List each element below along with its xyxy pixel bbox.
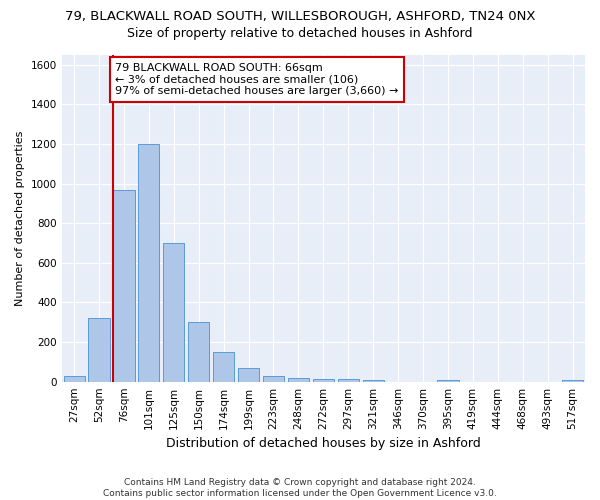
- Bar: [163, 243, 184, 382]
- X-axis label: Distribution of detached houses by size in Ashford: Distribution of detached houses by size …: [166, 437, 481, 450]
- Bar: [213, 352, 234, 382]
- Y-axis label: Number of detached properties: Number of detached properties: [15, 130, 25, 306]
- Bar: [437, 380, 458, 382]
- Bar: [188, 322, 209, 382]
- Text: 79, BLACKWALL ROAD SOUTH, WILLESBOROUGH, ASHFORD, TN24 0NX: 79, BLACKWALL ROAD SOUTH, WILLESBOROUGH,…: [65, 10, 535, 23]
- Bar: [362, 380, 384, 382]
- Bar: [238, 368, 259, 382]
- Bar: [263, 376, 284, 382]
- Bar: [113, 190, 134, 382]
- Text: Contains HM Land Registry data © Crown copyright and database right 2024.
Contai: Contains HM Land Registry data © Crown c…: [103, 478, 497, 498]
- Bar: [338, 378, 359, 382]
- Bar: [562, 380, 583, 382]
- Bar: [64, 376, 85, 382]
- Text: Size of property relative to detached houses in Ashford: Size of property relative to detached ho…: [127, 28, 473, 40]
- Bar: [88, 318, 110, 382]
- Bar: [138, 144, 160, 382]
- Bar: [288, 378, 309, 382]
- Bar: [313, 378, 334, 382]
- Text: 79 BLACKWALL ROAD SOUTH: 66sqm
← 3% of detached houses are smaller (106)
97% of : 79 BLACKWALL ROAD SOUTH: 66sqm ← 3% of d…: [115, 63, 398, 96]
